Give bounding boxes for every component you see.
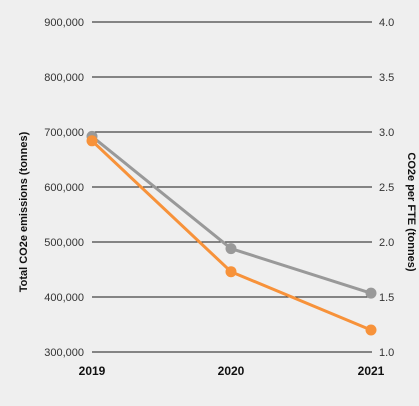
x-axis-tick-label: 2019 (79, 364, 106, 378)
series-2-point (225, 266, 237, 278)
x-axis-tick-label: 2021 (358, 364, 385, 378)
x-axis-tick-label: 2020 (218, 364, 245, 378)
series-2-point (365, 324, 377, 336)
left-axis-tick-label: 900,000 (44, 17, 84, 29)
series-1-point (225, 243, 237, 255)
series-1-point (365, 287, 377, 299)
gridlines (92, 21, 372, 353)
right-axis-tick-label: 4.0 (379, 17, 394, 29)
right-axis-tick-label: 3.5 (379, 72, 394, 84)
x-axis-ticks: 2019 2020 2021 (79, 364, 385, 378)
left-axis-tick-label: 400,000 (44, 292, 84, 304)
left-axis-ticks: 900,000 800,000 700,000 600,000 500,000 400,0… (44, 17, 84, 359)
left-axis-tick-label: 300,000 (44, 347, 84, 359)
right-axis-ticks: 4.0 3.5 3.0 2.5 2.0 1.5 1.0 (379, 17, 394, 359)
right-axis-tick-label: 2.5 (379, 182, 394, 194)
left-axis-tick-label: 700,000 (44, 127, 84, 139)
left-axis-tick-label: 800,000 (44, 72, 84, 84)
left-axis-title: Total CO2e emissions (tonnes) (18, 131, 30, 292)
left-axis-tick-label: 500,000 (44, 237, 84, 249)
right-axis-tick-label: 1.0 (379, 347, 394, 359)
right-axis-tick-label: 3.0 (379, 127, 394, 139)
series-layer (86, 130, 377, 336)
right-axis-tick-label: 1.5 (379, 292, 394, 304)
series-2-point (86, 135, 98, 147)
left-axis-tick-label: 600,000 (44, 182, 84, 194)
right-axis-tick-label: 2.0 (379, 237, 394, 249)
right-axis-title: CO2e per FTE (tonnes) (405, 152, 417, 272)
